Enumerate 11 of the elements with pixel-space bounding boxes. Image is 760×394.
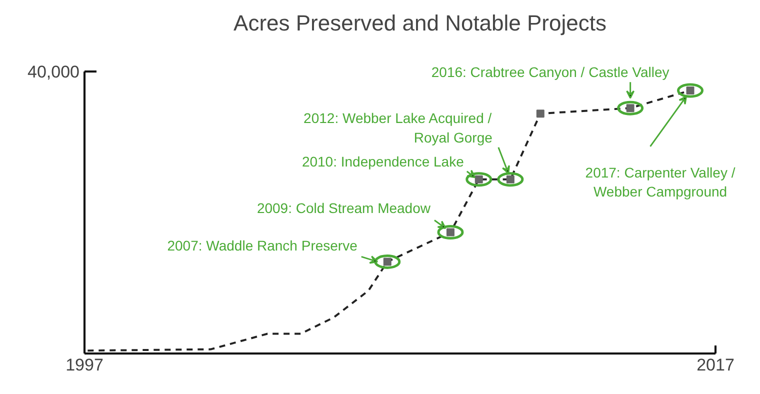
chart-title: Acres Preserved and Notable Projects [234,10,606,36]
annotation: 2012: Webber Lake Acquired / Royal Gorge [304,110,493,146]
annotation: 2010: Independence Lake [302,153,464,170]
annotation: 2007: Waddle Ranch Preserve [167,238,358,254]
annotation: 2017: Carpenter Valley / Webber Campground [585,164,736,200]
text: 40,000 [28,62,80,82]
annotation: 2009: Cold Stream Meadow [256,200,432,216]
annotation: 2016: Crabtree Canyon / Castle Valley [431,64,670,80]
x-tick-label: 1997 [66,356,104,374]
point [536,110,544,118]
x-tick-label: 2017 [696,356,734,374]
